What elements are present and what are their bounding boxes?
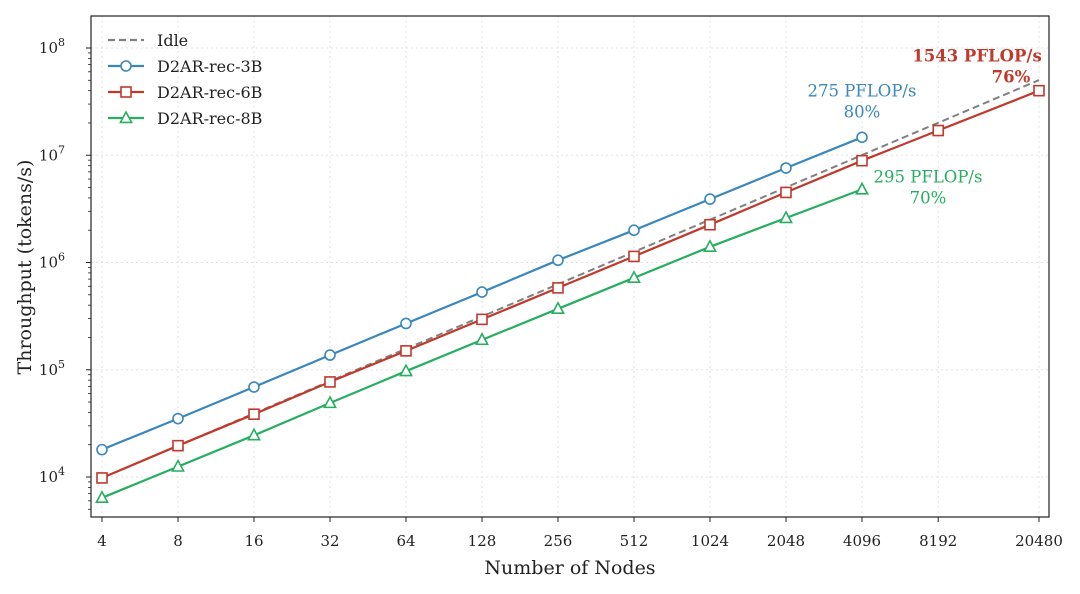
series-d2ar-rec-8b <box>95 181 869 503</box>
x-tick-label: 64 <box>396 532 415 550</box>
series-d2ar-rec-3b <box>96 131 868 456</box>
data-point-d2ar-rec-8b <box>703 239 717 253</box>
x-tick-label: 16 <box>244 532 263 550</box>
data-point-d2ar-rec-6b <box>628 250 640 263</box>
x-tick-label: 20480 <box>1015 532 1063 550</box>
x-tick-label: 128 <box>468 532 497 550</box>
legend-swatch-marker <box>120 60 132 72</box>
x-tick-label: 512 <box>620 532 649 550</box>
data-point-d2ar-rec-3b <box>780 162 792 174</box>
x-tick-label: 256 <box>544 532 573 550</box>
data-point-d2ar-rec-3b <box>704 193 716 205</box>
data-point-d2ar-rec-8b <box>171 458 185 472</box>
x-tick-label: 1024 <box>691 532 729 550</box>
data-point-d2ar-rec-6b <box>1033 84 1045 97</box>
series-layer <box>95 79 1045 503</box>
data-point-d2ar-rec-3b <box>172 412 184 425</box>
x-tick-label: 8 <box>173 532 183 550</box>
y-axis-title: Throughput (tokens/s) <box>14 160 36 375</box>
data-point-d2ar-rec-8b <box>855 181 869 195</box>
legend-swatch-marker <box>119 110 133 124</box>
data-point-d2ar-rec-3b <box>324 349 336 361</box>
data-point-d2ar-rec-8b <box>779 210 793 224</box>
annotations: 275 PFLOP/s 80% 1543 PFLOP/s 76% 295 PFLOP/s… <box>808 47 1042 208</box>
legend-item-idle: Idle <box>108 31 188 50</box>
legend-label: Idle <box>157 31 188 50</box>
y-tick-label: 104 <box>39 465 65 486</box>
data-point-d2ar-rec-3b <box>476 286 488 298</box>
y-axis-ticks: 104 105 106 107 108 <box>39 36 91 510</box>
data-point-d2ar-rec-6b <box>552 282 564 294</box>
x-axis-title: Number of Nodes <box>484 557 655 579</box>
data-point-d2ar-rec-3b <box>96 443 108 456</box>
legend-label: D2AR-rec-8B <box>157 109 262 128</box>
x-axis-ticks: 4 8 16 32 64 128 256 512 1024 2048 4096 8192 20480 <box>97 517 1063 550</box>
data-point-d2ar-rec-3b <box>248 381 260 393</box>
x-tick-label: 32 <box>320 532 339 550</box>
data-point-d2ar-rec-3b <box>400 317 412 330</box>
data-point-d2ar-rec-3b <box>856 131 868 144</box>
grid-layer <box>91 16 1049 517</box>
series-d2ar-rec-6b <box>96 84 1045 484</box>
x-tick-label: 4096 <box>843 532 881 550</box>
legend-swatch-marker <box>120 86 132 98</box>
annotation-d2ar-rec-3b-throughput: 275 PFLOP/s <box>808 81 917 100</box>
plot-frame <box>90 15 1050 518</box>
data-point-d2ar-rec-6b <box>856 154 868 167</box>
data-point-d2ar-rec-8b <box>95 490 109 503</box>
legend-label: D2AR-rec-6B <box>157 83 262 102</box>
x-tick-label: 4 <box>97 532 107 550</box>
data-point-d2ar-rec-3b <box>552 254 564 267</box>
data-point-d2ar-rec-6b <box>704 218 716 231</box>
y-tick-label: 108 <box>39 36 65 57</box>
x-tick-label: 2048 <box>767 532 805 550</box>
annotation-d2ar-rec-6b-efficiency: 76% <box>992 68 1031 87</box>
x-tick-label: 8192 <box>919 532 957 550</box>
data-point-d2ar-rec-6b <box>172 439 184 452</box>
data-point-d2ar-rec-8b <box>551 301 565 315</box>
y-tick-label: 107 <box>39 143 65 164</box>
legend-item-d2ar-rec-3b: D2AR-rec-3B <box>108 57 262 76</box>
data-point-d2ar-rec-8b <box>247 427 261 441</box>
data-point-d2ar-rec-6b <box>932 124 945 137</box>
data-point-d2ar-rec-6b <box>324 376 336 388</box>
y-tick-label: 106 <box>39 251 65 272</box>
annotation-d2ar-rec-8b-efficiency: 70% <box>910 188 947 207</box>
data-point-d2ar-rec-8b <box>627 270 641 284</box>
legend-item-d2ar-rec-6b: D2AR-rec-6B <box>108 83 262 102</box>
legend-label: D2AR-rec-3B <box>157 57 262 76</box>
data-point-d2ar-rec-8b <box>475 332 489 346</box>
legend-item-d2ar-rec-8b: D2AR-rec-8B <box>108 109 262 128</box>
series-line-d2ar-rec-6b <box>101 89 1040 479</box>
data-point-d2ar-rec-8b <box>323 395 337 409</box>
data-point-d2ar-rec-6b <box>248 408 260 421</box>
data-point-d2ar-rec-6b <box>780 186 792 199</box>
data-point-d2ar-rec-6b <box>96 472 108 484</box>
legend: Idle D2AR-rec-3B D2AR-rec-6B D2AR-rec-8B <box>108 31 262 128</box>
data-point-d2ar-rec-8b <box>399 363 413 377</box>
data-point-d2ar-rec-3b <box>628 224 640 237</box>
data-point-d2ar-rec-6b <box>476 313 488 326</box>
y-tick-label: 105 <box>39 358 65 379</box>
annotation-d2ar-rec-3b-efficiency: 80% <box>844 102 881 121</box>
annotation-d2ar-rec-6b-throughput: 1543 PFLOP/s <box>912 47 1042 66</box>
annotation-d2ar-rec-8b-throughput: 295 PFLOP/s <box>874 167 983 186</box>
data-point-d2ar-rec-6b <box>400 345 412 357</box>
